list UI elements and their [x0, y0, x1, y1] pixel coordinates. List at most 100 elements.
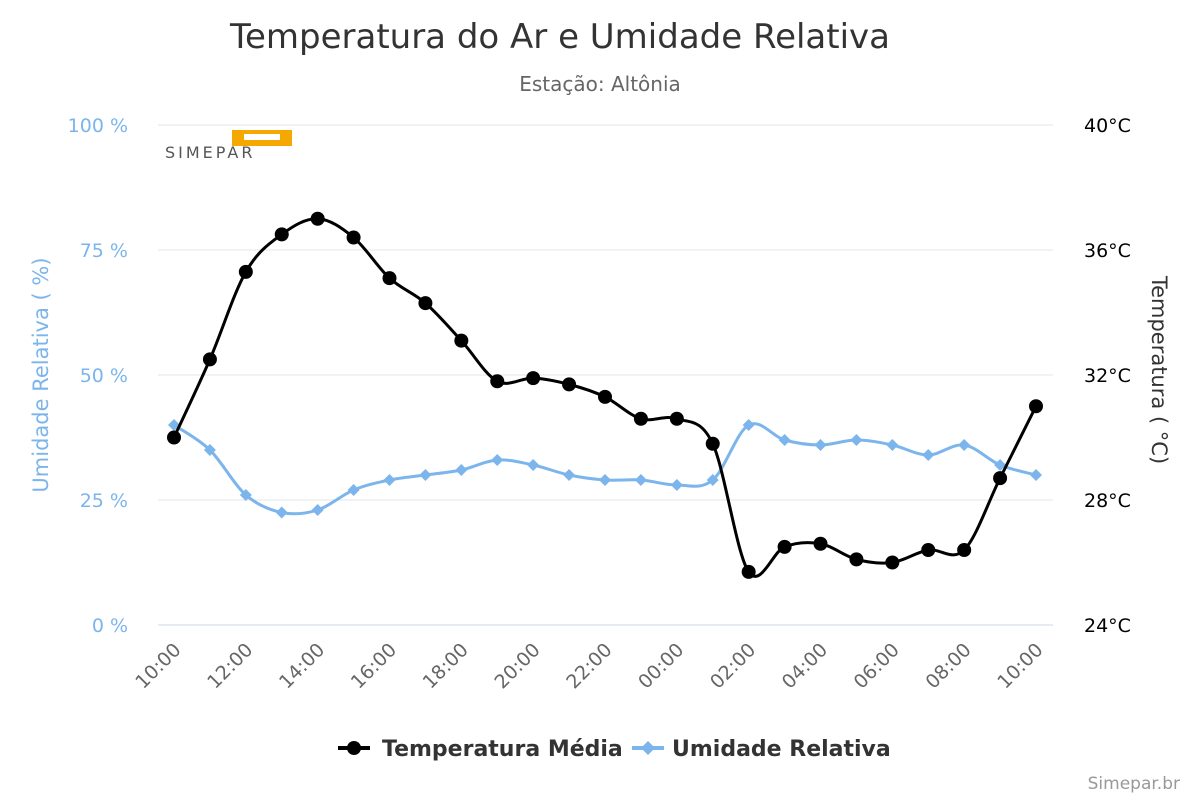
temperature-point[interactable] — [993, 471, 1008, 486]
temperature-point[interactable] — [490, 374, 505, 389]
x-tick: 10:00 — [131, 639, 185, 693]
legend-temperature-label: Temperatura Média — [382, 737, 623, 762]
x-axis: 10:00 12:00 14:00 16:00 18:00 20:00 22:00 00:00… — [131, 639, 1047, 693]
temperature-point[interactable] — [346, 230, 361, 245]
legend-humidity-marker — [641, 741, 655, 755]
grid — [158, 124, 1053, 626]
legend-item-humidity[interactable]: Umidade Relativa — [632, 737, 891, 762]
temperature-point[interactable] — [957, 543, 972, 557]
y-axis-right-title: Temperatura ( °C) — [1147, 275, 1171, 464]
x-tick-label: 10:00 — [131, 639, 185, 693]
humidity-point[interactable] — [275, 506, 288, 519]
temperature-point[interactable] — [598, 389, 612, 404]
humidity-point[interactable] — [922, 449, 935, 461]
x-tick: 12:00 — [203, 639, 257, 693]
temperature-point[interactable] — [418, 296, 433, 311]
x-tick-label: 00:00 — [634, 639, 688, 693]
humidity-point[interactable] — [311, 504, 324, 516]
temperature-point[interactable] — [813, 536, 828, 551]
x-tick-label: 06:00 — [850, 639, 904, 693]
temperature-point[interactable] — [562, 377, 577, 392]
temperature-point[interactable] — [382, 271, 397, 286]
x-tick: 08:00 — [921, 639, 975, 693]
humidity-point[interactable] — [347, 484, 360, 496]
humidity-point[interactable] — [419, 469, 432, 481]
x-tick: 00:00 — [634, 639, 688, 693]
humidity-point[interactable] — [491, 454, 504, 466]
y-axis-left: 0 % 25 % 50 % 75 % 100 % — [68, 115, 128, 637]
temperature-point[interactable] — [705, 436, 720, 451]
x-tick: 10:00 — [993, 639, 1047, 693]
temperature-point[interactable] — [202, 352, 217, 367]
y-right-tick-label: 32°C — [1084, 365, 1131, 387]
x-tick: 18:00 — [419, 639, 473, 693]
humidity-point[interactable] — [814, 439, 827, 451]
x-tick-label: 02:00 — [706, 639, 760, 693]
y-left-tick-label: 75 % — [80, 240, 128, 262]
temperature-point[interactable] — [310, 211, 325, 226]
chart-subtitle: Estação: Altônia — [519, 72, 681, 96]
y-right-tick-label: 24°C — [1084, 615, 1131, 637]
humidity-point[interactable] — [563, 469, 576, 481]
temperature-point[interactable] — [777, 539, 792, 554]
humidity-point[interactable] — [994, 459, 1007, 471]
x-tick: 14:00 — [275, 639, 329, 693]
y-left-tick-label: 50 % — [80, 365, 128, 387]
humidity-point[interactable] — [203, 444, 216, 456]
humidity-point[interactable] — [670, 479, 683, 491]
x-tick: 06:00 — [850, 639, 904, 693]
humidity-point[interactable] — [742, 419, 755, 431]
x-tick: 20:00 — [490, 639, 544, 693]
humidity-point[interactable] — [1030, 469, 1042, 481]
humidity-point[interactable] — [239, 489, 252, 501]
x-tick-label: 12:00 — [203, 639, 257, 693]
series-temperature — [167, 211, 1043, 579]
legend-humidity-label: Umidade Relativa — [672, 737, 891, 762]
temperature-point[interactable] — [454, 333, 469, 348]
temperature-point[interactable] — [1029, 399, 1043, 414]
y-left-tick-label: 0 % — [92, 615, 128, 637]
legend-temperature-marker — [347, 741, 361, 755]
temperature-point[interactable] — [167, 430, 181, 445]
temperature-point[interactable] — [238, 264, 253, 279]
x-tick-label: 14:00 — [275, 639, 329, 693]
temperature-point[interactable] — [526, 371, 541, 386]
humidity-point[interactable] — [455, 464, 468, 476]
humidity-point[interactable] — [383, 474, 396, 486]
legend-item-temperature[interactable]: Temperatura Média — [338, 737, 623, 762]
x-tick-label: 10:00 — [993, 639, 1047, 693]
x-tick-label: 18:00 — [419, 639, 473, 693]
temperature-point[interactable] — [274, 227, 289, 242]
temperature-point[interactable] — [669, 411, 684, 426]
credit-link[interactable]: Simepar.br — [1088, 774, 1180, 794]
temperature-point[interactable] — [885, 555, 900, 570]
humidity-point[interactable] — [850, 434, 863, 446]
temperature-point[interactable] — [921, 543, 936, 557]
humidity-point[interactable] — [599, 474, 611, 486]
humidity-point[interactable] — [886, 439, 899, 451]
y-axis-right: 24°C 28°C 32°C 36°C 40°C — [1084, 115, 1131, 637]
y-right-tick-label: 28°C — [1084, 490, 1131, 512]
x-tick: 02:00 — [706, 639, 760, 693]
x-tick: 22:00 — [562, 639, 616, 693]
x-tick: 16:00 — [347, 639, 401, 693]
simepar-logo: SIMEPAR — [165, 130, 292, 162]
temperature-point[interactable] — [633, 411, 648, 426]
y-left-tick-label: 100 % — [68, 115, 128, 137]
logo-text: SIMEPAR — [165, 143, 255, 162]
legend: Temperatura Média Umidade Relativa — [338, 737, 891, 762]
x-tick-label: 16:00 — [347, 639, 401, 693]
x-tick-label: 20:00 — [490, 639, 544, 693]
plot-series — [167, 211, 1043, 579]
temperature-point[interactable] — [849, 552, 864, 567]
x-tick-label: 08:00 — [921, 639, 975, 693]
humidity-point[interactable] — [706, 474, 719, 486]
series-humidity — [168, 419, 1042, 519]
y-axis-left-title: Umidade Relativa ( %) — [29, 257, 53, 492]
temperature-point[interactable] — [741, 564, 756, 579]
humidity-point[interactable] — [958, 439, 971, 451]
humidity-point[interactable] — [778, 434, 791, 446]
humidity-point[interactable] — [527, 459, 540, 471]
humidity-point[interactable] — [634, 474, 647, 486]
